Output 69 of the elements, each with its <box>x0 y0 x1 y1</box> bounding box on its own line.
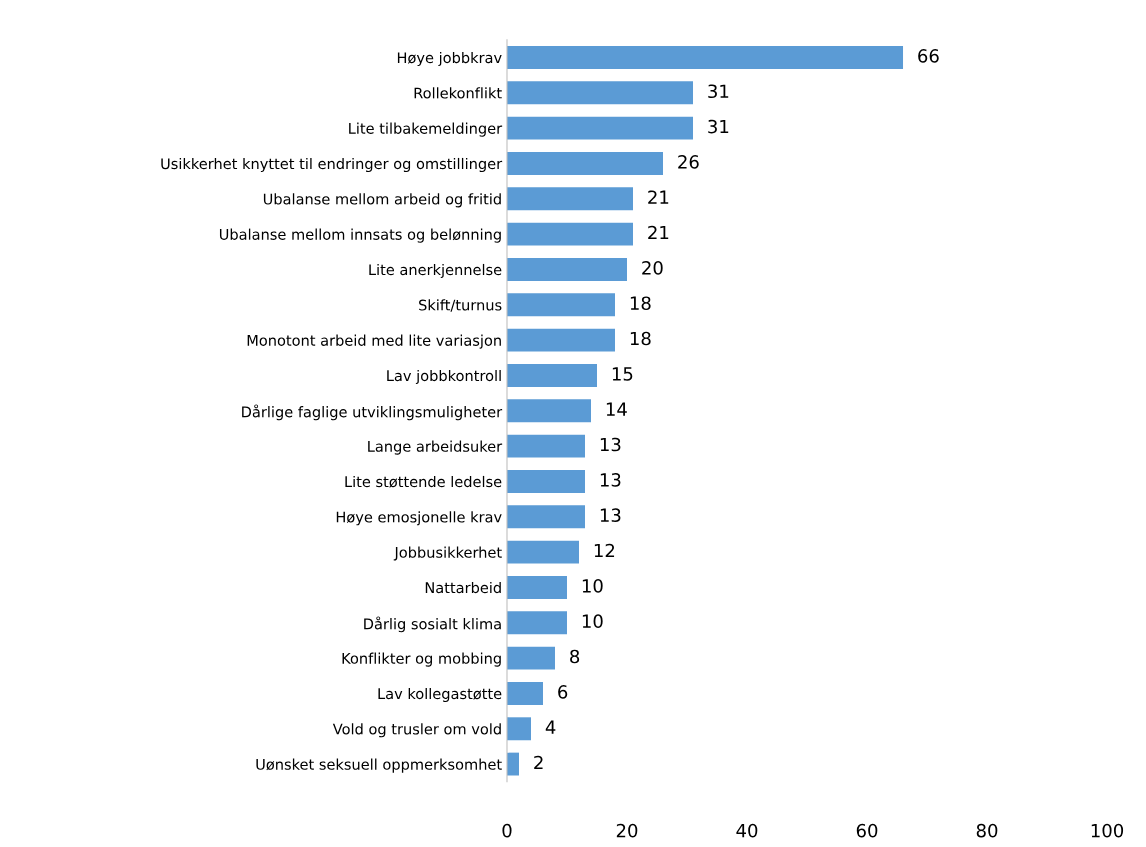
data-label: 21 <box>648 225 669 240</box>
bar <box>506 505 585 529</box>
y-tick-label: Uønsket seksuell oppmerksomhet <box>256 758 502 773</box>
data-label: 18 <box>630 296 651 311</box>
y-tick-label: Ubalanse mellom innsats og belønning <box>219 228 501 243</box>
y-tick-label: Rollekonflikt <box>414 87 502 99</box>
bar <box>506 434 585 458</box>
data-label: 26 <box>678 155 699 169</box>
y-tick-label: Lange arbeidsuker <box>368 440 503 455</box>
data-label: 2 <box>534 755 543 770</box>
x-tick-label: 100 <box>1091 823 1124 838</box>
bar <box>506 399 591 423</box>
y-tick-label: Høye emosjonelle krav <box>336 511 502 526</box>
data-label: 31 <box>708 119 729 134</box>
bar <box>506 293 615 317</box>
y-tick-label: Nattarbeid <box>425 581 501 594</box>
bar <box>506 575 567 599</box>
bar <box>506 681 543 705</box>
data-label: 4 <box>545 720 556 734</box>
data-label: 13 <box>600 473 621 487</box>
data-label: 8 <box>570 649 580 664</box>
y-tick-label: Jobbusikkerhet <box>393 546 502 561</box>
bar <box>506 646 555 670</box>
y-tick-label: Dårlig sosialt klima <box>364 616 501 633</box>
y-tick-label: Vold og trusler om vold <box>332 723 501 738</box>
data-label: 13 <box>600 508 621 523</box>
x-tick-label: 20 <box>616 823 638 838</box>
bar <box>506 611 567 635</box>
y-tick-label: Lite støttende ledelse <box>345 475 502 488</box>
y-tick-label: Høye jobbkrav <box>397 51 502 67</box>
x-tick-label: 60 <box>856 823 878 838</box>
y-tick-label: Monotont arbeid med lite variasjon <box>247 334 501 349</box>
bar <box>506 187 633 211</box>
bar <box>506 81 693 105</box>
bar <box>506 363 597 387</box>
x-tick-label: 40 <box>736 823 758 838</box>
data-label: 18 <box>630 331 651 346</box>
data-label: 66 <box>918 49 939 63</box>
bar <box>506 328 615 352</box>
data-label: 10 <box>582 579 603 593</box>
data-label: 13 <box>600 437 621 452</box>
y-tick-label: Skift/turnus <box>419 299 502 312</box>
x-tick-label: 0 <box>502 823 512 838</box>
y-tick-label: Lav jobbkontroll <box>387 369 501 385</box>
bar <box>506 717 531 741</box>
bar <box>506 151 663 175</box>
bar <box>506 257 627 281</box>
data-label: 21 <box>648 190 669 204</box>
x-tick-label: 80 <box>976 823 998 838</box>
data-label: 12 <box>594 543 615 558</box>
y-tick-label: Konflikter og mobbing <box>342 652 501 667</box>
y-tick-label: Lite anerkjennelse <box>369 263 502 279</box>
bar <box>506 752 519 776</box>
y-tick-label: Lav kollegastøtte <box>378 687 502 703</box>
bar <box>506 540 579 564</box>
bar <box>506 116 693 140</box>
bar <box>506 469 585 493</box>
data-label: 15 <box>612 367 633 381</box>
y-tick-label: Lite tilbakemeldinger <box>349 122 503 137</box>
y-tick-label: Ubalanse mellom arbeid og fritid <box>263 193 501 208</box>
bar <box>506 45 904 69</box>
data-label: 31 <box>708 84 729 99</box>
bar <box>506 222 633 246</box>
data-label: 14 <box>606 402 627 416</box>
data-label: 20 <box>642 261 663 275</box>
y-tick-label: Usikkerhet knyttet til endringer og omstillinger <box>161 157 503 173</box>
y-tick-label: Dårlige faglige utviklingsmuligheter <box>242 404 503 421</box>
data-label: 10 <box>582 614 603 629</box>
data-label: 6 <box>558 685 568 699</box>
